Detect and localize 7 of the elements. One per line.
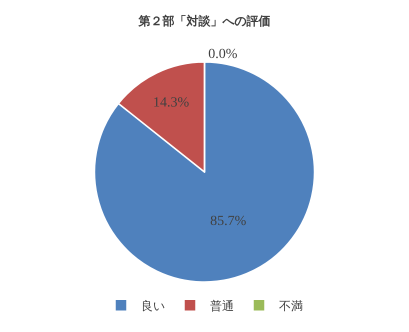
legend-label: 普通 — [210, 298, 234, 313]
data-label: 14.3% — [152, 95, 190, 110]
legend-label: 不満 — [279, 298, 303, 313]
legend-label: 良い — [141, 298, 165, 313]
data-label: 85.7% — [210, 214, 247, 230]
text: 0.0% — [208, 47, 238, 62]
chart-title: 第２部「対談」への評価 — [138, 14, 270, 28]
